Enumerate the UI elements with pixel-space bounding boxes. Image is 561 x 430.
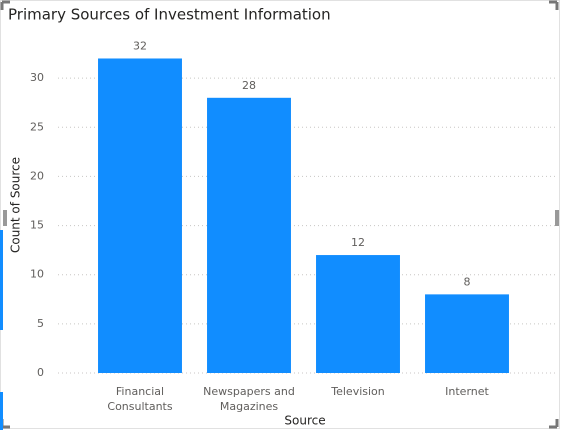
side-strip bbox=[0, 230, 3, 330]
y-tick-label: 30 bbox=[30, 71, 44, 84]
y-tick-label: 5 bbox=[37, 317, 44, 330]
x-tick-label: Television bbox=[331, 385, 385, 398]
y-tick-label: 20 bbox=[30, 169, 44, 182]
y-tick-label: 15 bbox=[30, 219, 44, 232]
x-tick-label: Internet bbox=[445, 385, 489, 398]
bar bbox=[98, 58, 182, 373]
y-axis-title: Count of Source bbox=[9, 157, 23, 253]
data-label: 8 bbox=[464, 275, 471, 288]
x-axis-title: Source bbox=[284, 414, 325, 428]
y-tick-label: 10 bbox=[30, 268, 44, 281]
x-tick-label: Newspapers and Magazines bbox=[203, 385, 295, 413]
x-tick-label: Financial Consultants bbox=[107, 385, 173, 413]
side-strip bbox=[0, 392, 3, 430]
chart-title: Primary Sources of Investment Informatio… bbox=[8, 6, 331, 24]
y-tick-label: 0 bbox=[37, 366, 44, 379]
bar bbox=[316, 255, 400, 373]
bar bbox=[207, 97, 291, 374]
y-tick-label: 25 bbox=[30, 120, 44, 133]
resize-handle bbox=[555, 210, 559, 226]
data-label: 32 bbox=[133, 39, 147, 52]
data-label: 12 bbox=[351, 236, 365, 249]
resize-handle bbox=[3, 210, 7, 226]
bar bbox=[425, 294, 509, 373]
data-label: 28 bbox=[242, 79, 256, 92]
